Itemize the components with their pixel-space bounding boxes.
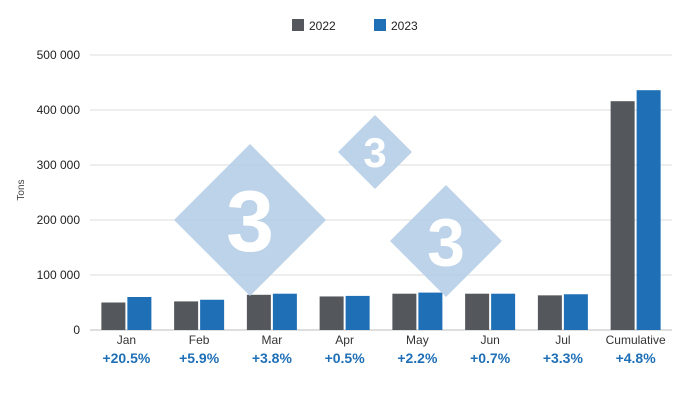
bar-2023-mar — [272, 293, 297, 330]
watermark-diamond — [174, 144, 326, 296]
change-label: +3.8% — [252, 350, 293, 366]
bar-2023-may — [418, 292, 443, 330]
y-axis-ticks: 0 100 000 200 000 300 000 400 000 500 000 — [37, 48, 81, 337]
bar-2022-feb — [174, 301, 199, 330]
x-tick-label: Feb — [189, 333, 210, 347]
change-label: +3.3% — [543, 350, 584, 366]
watermark-digit: 3 — [363, 129, 386, 176]
bar-2023-jan — [127, 297, 152, 330]
bar-2022-may — [392, 293, 417, 330]
bars — [101, 90, 661, 330]
bar-2023-feb — [200, 299, 225, 330]
watermark-mark: 3 — [338, 115, 412, 189]
legend: 2022 2023 — [292, 19, 418, 33]
bar-2022-apr — [319, 296, 344, 330]
gridlines — [90, 54, 672, 331]
x-axis-categories: Jan Feb Mar Apr May Jun Jul Cumulative — [117, 333, 666, 347]
x-tick-label: Apr — [335, 333, 354, 347]
watermark-digit: 3 — [427, 204, 465, 280]
bar-2022-jan — [101, 302, 126, 330]
bar-2022-cumulative — [610, 101, 635, 330]
watermark-digit: 3 — [226, 174, 274, 270]
bar-2023-jul — [563, 294, 588, 330]
change-label: +4.8% — [616, 350, 657, 366]
x-tick-label: Cumulative — [606, 333, 666, 347]
change-label: +20.5% — [102, 350, 150, 366]
bar-2022-jul — [537, 295, 562, 330]
y-axis-label: Tons — [16, 179, 27, 200]
x-tick-label: Mar — [262, 333, 283, 347]
legend-swatch-2023 — [374, 19, 386, 31]
legend-swatch-2022 — [292, 19, 304, 31]
x-tick-label: Jun — [480, 333, 499, 347]
x-tick-label: Jul — [555, 333, 570, 347]
bar-2022-mar — [246, 294, 271, 330]
bar-2023-cumulative — [636, 90, 661, 330]
y-tick-label: 200 000 — [37, 213, 81, 227]
y-tick-label: 400 000 — [37, 103, 81, 117]
change-labels: +20.5% +5.9% +3.8% +0.5% +2.2% +0.7% +3.3% +4.8… — [102, 350, 656, 366]
watermark-diamond — [390, 185, 502, 297]
change-label: +2.2% — [397, 350, 438, 366]
y-tick-label: 500 000 — [37, 48, 81, 62]
legend-label: 2023 — [391, 19, 418, 33]
bar-2023-jun — [491, 293, 516, 330]
change-label: +0.5% — [325, 350, 366, 366]
change-label: +5.9% — [179, 350, 220, 366]
y-tick-label: 100 000 — [37, 268, 81, 282]
legend-label: 2022 — [309, 19, 336, 33]
y-tick-label: 300 000 — [37, 158, 81, 172]
y-tick-label: 0 — [73, 323, 80, 337]
watermark-mark: 3 — [390, 185, 502, 297]
watermark-logo: 333 — [174, 115, 502, 297]
watermark-mark: 3 — [174, 144, 326, 296]
x-tick-label: May — [406, 333, 429, 347]
change-label: +0.7% — [470, 350, 511, 366]
bar-2022-jun — [465, 293, 490, 330]
x-tick-label: Jan — [117, 333, 136, 347]
watermark-diamond — [338, 115, 412, 189]
bar-2023-apr — [345, 295, 370, 330]
